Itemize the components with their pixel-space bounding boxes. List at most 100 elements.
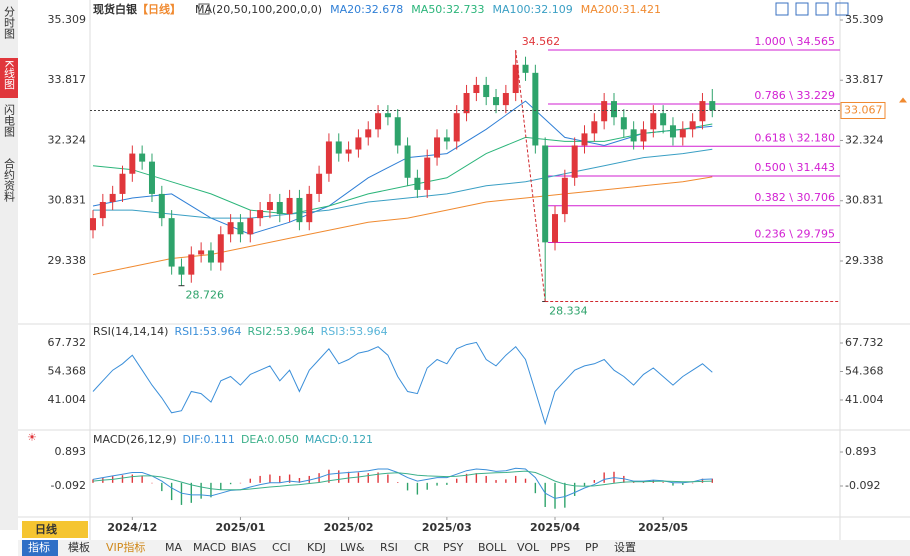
- toolbar-item[interactable]: RSI: [380, 541, 398, 554]
- icon[interactable]: [775, 2, 789, 16]
- toolbar-item[interactable]: LW&: [340, 541, 365, 554]
- macd-bar: [239, 482, 242, 484]
- ma-line: [92, 123, 713, 215]
- toolbar-bg: [18, 540, 910, 556]
- macd-bar: [446, 482, 448, 485]
- last-price-label: 33.067: [844, 103, 883, 116]
- toolbar-item[interactable]: MA: [165, 541, 182, 554]
- side-tab[interactable]: K线图: [3, 60, 16, 90]
- macd-bar: [465, 473, 468, 483]
- period-tab[interactable]: 日线: [35, 522, 57, 536]
- period: 【日线】: [137, 2, 181, 16]
- y-tick-label-left: -0.092: [51, 479, 86, 492]
- icon[interactable]: [835, 2, 849, 16]
- macd-bar: [564, 482, 566, 508]
- candle-body: [650, 113, 657, 130]
- macd-bar: [416, 482, 419, 495]
- low-label: 28.726: [185, 289, 224, 302]
- candle-body: [207, 250, 214, 263]
- macd-bar: [161, 482, 163, 492]
- toolbar-item[interactable]: 模板: [68, 540, 90, 554]
- macd-title: MACD(26,12,9): [93, 433, 177, 446]
- ma-legend: MA20:32.678 MA50:32.733 MA100:32.109 MA200:…: [330, 3, 661, 16]
- candle-body: [375, 113, 382, 130]
- x-tick-label: 2025/05: [638, 521, 688, 534]
- candle-body: [571, 145, 578, 178]
- macd-bar: [308, 475, 310, 483]
- macd-bar: [514, 475, 517, 483]
- side-tab[interactable]: 合约资料: [3, 157, 16, 203]
- candle-body: [355, 137, 362, 150]
- candle-body: [139, 153, 146, 162]
- toolbar-item[interactable]: 指标: [28, 540, 50, 554]
- fib-label: 0.500 \ 31.443: [754, 161, 835, 174]
- candle-body: [168, 218, 175, 267]
- candle-body: [276, 201, 283, 215]
- y-tick-label: -0.092: [845, 479, 880, 492]
- macd-bar: [357, 472, 360, 483]
- toolbar-item[interactable]: PP: [585, 541, 599, 554]
- toolbar-item[interactable]: BOLL: [478, 541, 507, 554]
- x-tick-label: 2024/12: [107, 521, 157, 534]
- settings-icon[interactable]: ☀: [27, 431, 37, 444]
- ma-legend-item: MA50:32.733: [411, 3, 484, 16]
- toolbar-item[interactable]: MACD: [193, 541, 226, 554]
- side-tab[interactable]: 闪电图: [3, 103, 16, 138]
- candle-body: [90, 218, 96, 231]
- candle-body: [453, 113, 460, 142]
- candle-body: [217, 234, 224, 263]
- toolbar-item[interactable]: PSY: [443, 541, 464, 554]
- macd-bar: [544, 482, 546, 507]
- macd-bar: [210, 482, 212, 498]
- toolbar-item[interactable]: BIAS: [231, 541, 256, 554]
- candle-body: [178, 266, 185, 275]
- candle-body: [345, 149, 352, 154]
- dif-line: [92, 467, 713, 499]
- toolbar-item[interactable]: 设置: [614, 541, 636, 554]
- icon[interactable]: [795, 2, 809, 16]
- rsi-title: RSI(14,14,14): [93, 325, 168, 338]
- toolbar-item[interactable]: CCI: [272, 541, 291, 554]
- candle-body: [325, 141, 332, 174]
- macd-bar: [495, 480, 497, 483]
- toolbar-item[interactable]: VOL: [517, 541, 540, 554]
- fib-label: 0.786 \ 33.229: [754, 89, 835, 102]
- candle-body: [463, 93, 470, 114]
- macd-bar: [259, 475, 261, 483]
- macd-header: MACD(26,12,9) DIF:0.111 DEA:0.050 MACD:0.12…: [93, 433, 373, 446]
- macd-bar: [151, 482, 153, 484]
- macd-bar: [426, 482, 428, 490]
- candle-body: [552, 214, 559, 243]
- candle-body: [394, 117, 401, 146]
- icon[interactable]: [815, 2, 829, 16]
- macd-legend: DIF:0.111: [183, 433, 235, 446]
- macd-bar: [190, 482, 192, 503]
- candle-body: [257, 210, 264, 219]
- candle-body: [424, 157, 431, 190]
- toolbar-item[interactable]: PPS: [550, 541, 570, 554]
- macd-bar: [554, 482, 556, 509]
- low-label: 28.334: [549, 305, 588, 318]
- toolbar-item[interactable]: VIP指标: [106, 540, 145, 554]
- fib-label: 0.236 \ 29.795: [754, 228, 835, 241]
- toolbar-item[interactable]: CR: [414, 541, 430, 554]
- macd-bar: [367, 473, 369, 483]
- macd-bar: [593, 480, 596, 483]
- candle-body: [532, 72, 539, 146]
- candle-body: [335, 141, 342, 154]
- ma-line: [92, 100, 713, 235]
- macd-bar: [131, 474, 134, 483]
- ma-indicator[interactable]: MA(20,50,100,200,0,0): [195, 3, 322, 16]
- side-tab[interactable]: 分时图: [3, 6, 16, 40]
- candle-body: [414, 177, 421, 190]
- rsi-line: [92, 341, 713, 426]
- macd-bar: [534, 482, 537, 494]
- toolbar-item[interactable]: KDJ: [307, 541, 326, 554]
- active-tab-bg: [0, 58, 18, 98]
- candle-body: [699, 101, 706, 122]
- candle-body: [640, 129, 647, 142]
- macd-bar: [406, 482, 409, 491]
- x-tick-label: 2025/03: [422, 521, 472, 534]
- x-tick-label: 2025/04: [530, 521, 580, 534]
